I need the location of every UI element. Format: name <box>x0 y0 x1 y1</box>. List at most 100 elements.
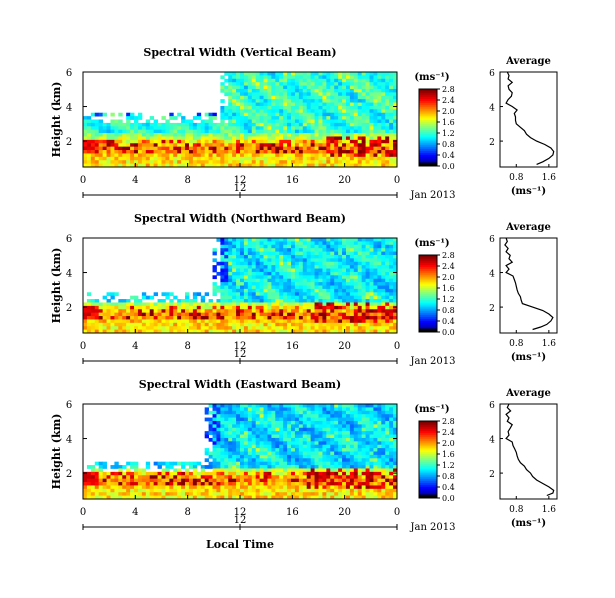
colorbar-segment <box>419 92 437 96</box>
heatmap-cell <box>279 329 284 334</box>
heatmap-cell <box>279 492 284 496</box>
heatmap-cell <box>361 116 367 120</box>
heatmap-cell <box>204 133 210 137</box>
heatmap-cell <box>377 288 382 293</box>
heatmap-cell <box>393 329 398 334</box>
heatmap-cell <box>224 305 229 310</box>
heatmap-cell <box>330 454 335 459</box>
heatmap-cell <box>228 136 233 141</box>
heatmap-cell <box>149 319 155 324</box>
heatmap-cell <box>83 116 88 120</box>
heatmap-cell <box>353 72 359 76</box>
heatmap-cell <box>385 319 390 324</box>
heatmap-cell <box>114 150 119 154</box>
heatmap-cell <box>208 160 213 164</box>
heatmap-cell <box>365 139 370 144</box>
heatmap-cell <box>259 75 264 80</box>
heatmap-cell <box>310 420 315 425</box>
heatmap-cell <box>263 302 268 307</box>
heatmap-cell <box>122 299 127 303</box>
heatmap-cell <box>161 136 166 141</box>
heatmap-cell <box>110 139 115 144</box>
heatmap-cell <box>314 407 319 412</box>
heatmap-cell <box>177 495 182 500</box>
heatmap-cell <box>224 295 229 300</box>
heatmap-cell <box>373 299 378 303</box>
heatmap-cell <box>291 92 296 97</box>
heatmap-cell <box>279 136 284 141</box>
heatmap-cell <box>216 478 221 483</box>
heatmap-cell <box>267 482 272 486</box>
heatmap-cell <box>232 285 237 290</box>
heatmap-cell <box>220 241 225 246</box>
heatmap-cell <box>393 309 398 314</box>
heatmap-cell <box>342 160 347 164</box>
heatmap-cell <box>240 312 245 317</box>
heatmap-cell <box>275 329 280 334</box>
colorbar-segment <box>419 94 437 98</box>
heatmap-cell <box>216 160 221 164</box>
heatmap-cell <box>389 119 394 124</box>
heatmap-cell <box>177 329 182 334</box>
heatmap-cell <box>306 488 312 493</box>
heatmap-cell <box>263 329 268 334</box>
heatmap-cell <box>232 495 237 500</box>
heatmap-cell <box>298 102 304 107</box>
profile-y-tick-label: 4 <box>489 104 495 114</box>
heatmap-cell <box>181 478 186 483</box>
heatmap-cell <box>334 133 339 137</box>
heatmap-cell <box>240 468 245 473</box>
heatmap-cell <box>94 143 100 148</box>
heatmap-cell <box>373 316 378 320</box>
heatmap-cell <box>373 261 378 266</box>
heatmap-cell <box>243 122 249 127</box>
heatmap-cell <box>322 309 327 314</box>
profile-x-tick-label: 1.6 <box>542 339 557 349</box>
heatmap-cell <box>208 112 213 117</box>
heatmap-cell <box>86 122 92 127</box>
heatmap-cell <box>220 424 225 429</box>
heatmap-cell <box>228 316 233 320</box>
heatmap-cell <box>271 488 276 493</box>
heatmap-cell <box>275 241 280 246</box>
heatmap-cell <box>188 133 194 137</box>
heatmap-cell <box>86 163 92 168</box>
heatmap-cell <box>349 261 355 266</box>
heatmap-cell <box>385 282 390 286</box>
heatmap-cell <box>369 129 374 134</box>
heatmap-cell <box>357 329 363 334</box>
heatmap-cell <box>318 241 323 246</box>
heatmap-cell <box>228 78 233 83</box>
heatmap-cell <box>353 271 359 276</box>
heatmap-cell <box>306 437 312 442</box>
heatmap-cell <box>373 258 378 263</box>
heatmap-cell <box>114 153 119 158</box>
heatmap-cell <box>192 299 198 303</box>
heatmap-cell <box>243 478 249 483</box>
heatmap-cell <box>220 112 225 117</box>
heatmap-cell <box>314 275 319 280</box>
heatmap-cell <box>393 153 398 158</box>
heatmap-cell <box>357 126 363 131</box>
heatmap-cell <box>294 326 300 330</box>
heatmap-cell <box>212 309 217 314</box>
heatmap-cell <box>216 271 221 276</box>
heatmap-cell <box>283 292 288 297</box>
heatmap-cell <box>310 312 315 317</box>
heatmap-cell <box>263 146 268 151</box>
heatmap-cell <box>349 163 355 168</box>
heatmap-cell <box>373 126 378 131</box>
date-label: Jan 2013 <box>409 190 455 201</box>
heatmap-cell <box>247 295 253 300</box>
heatmap-cell <box>169 112 174 117</box>
heatmap-cell <box>361 288 367 293</box>
heatmap-cell <box>334 119 339 124</box>
heatmap-cell <box>279 316 284 320</box>
heatmap-cell <box>126 316 131 320</box>
heatmap-cell <box>345 146 351 151</box>
heatmap-cell <box>141 322 147 327</box>
heatmap-cell <box>137 329 143 334</box>
heatmap-cell <box>208 485 213 490</box>
heatmap-cell <box>228 278 233 283</box>
heatmap-cell <box>373 102 378 107</box>
